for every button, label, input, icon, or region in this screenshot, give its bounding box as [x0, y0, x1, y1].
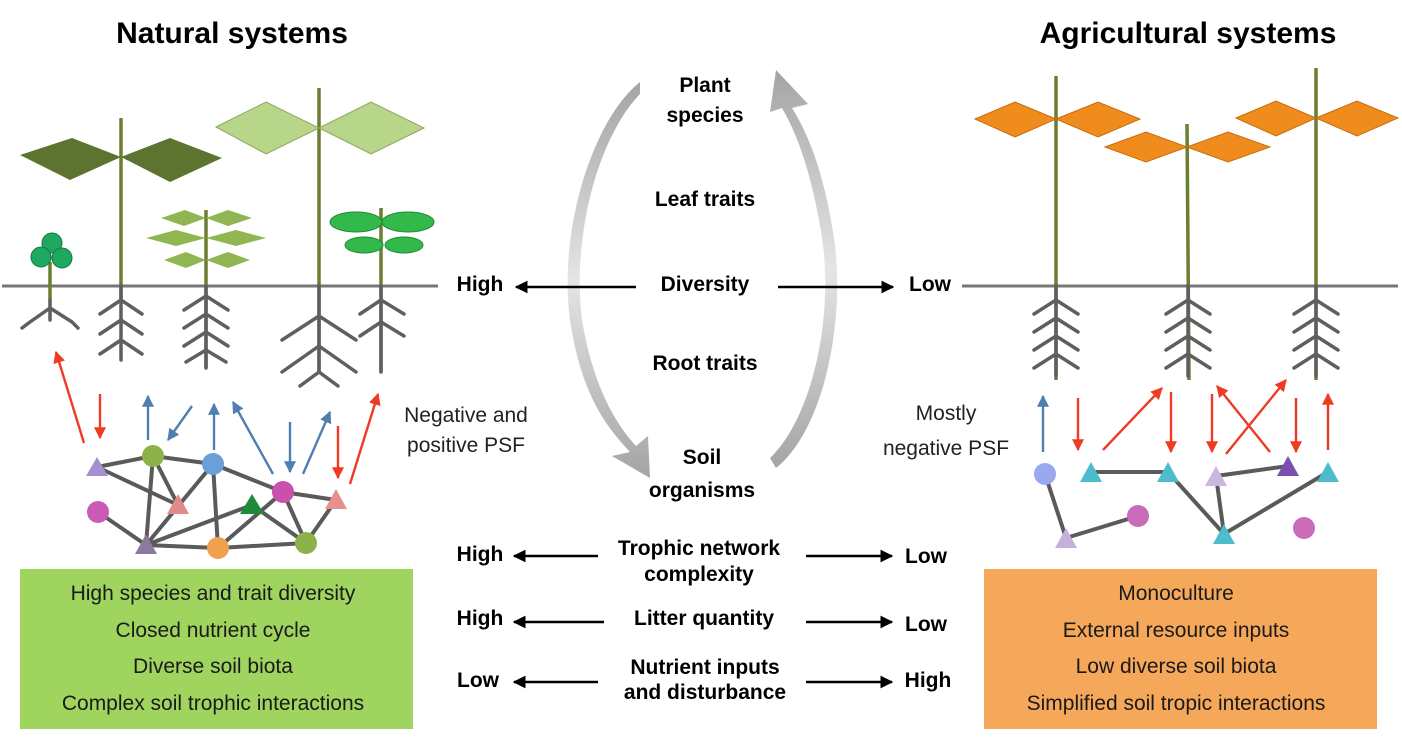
cycle-soil-label-line2: organisms: [649, 479, 755, 502]
triangle-organism-icon: [1055, 528, 1077, 548]
circle-organism-icon: [1293, 517, 1315, 539]
comparison-label: complexity: [644, 563, 754, 586]
agricultural-feedback-arrows: [1037, 379, 1334, 455]
agricultural-roots: [1032, 284, 1340, 378]
triangle-organism-icon: [1317, 462, 1339, 482]
circle-organism-icon: [87, 501, 109, 523]
agricultural-summary-box: [984, 569, 1377, 729]
agricultural-box-item: Monoculture: [1118, 582, 1234, 605]
natural-systems-title: Natural systems: [116, 17, 348, 50]
cycle-leaf-traits-label: Leaf traits: [655, 188, 755, 211]
dark-leaf-plant-icon: [20, 118, 222, 300]
natural-feedback-arrows: [53, 350, 381, 485]
comparison-label: Trophic network: [618, 537, 781, 560]
comparison-left-value: High: [457, 607, 504, 630]
triangle-organism-icon: [1157, 462, 1179, 482]
circle-organism-icon: [272, 481, 294, 503]
small-leaf-plant-icon: [146, 210, 266, 368]
natural-summary-box: [20, 569, 413, 729]
comparison-right-value: High: [905, 669, 952, 692]
comparison-left-value: Low: [457, 669, 500, 692]
agricultural-box-item: Simplified soil tropic interactions: [1027, 692, 1326, 715]
comparison-label: Nutrient inputs: [630, 656, 779, 679]
cycle-diversity-label: Diversity: [661, 273, 750, 296]
triangle-organism-icon: [1277, 456, 1299, 476]
natural-psf-label-line2: positive PSF: [407, 434, 525, 457]
agricultural-box-item: External resource inputs: [1063, 619, 1289, 642]
circle-organism-icon: [1127, 505, 1149, 527]
comparison-litter-row: High Litter quantity Low: [457, 607, 948, 636]
triangle-organism-icon: [167, 494, 189, 514]
agricultural-psf-label-line2: negative PSF: [883, 437, 1009, 460]
comparison-label: Litter quantity: [634, 607, 774, 630]
cycle-plant-label-line2: species: [666, 104, 743, 127]
cycle-up-arrow-icon: [770, 70, 838, 468]
natural-psf-label-line1: Negative and: [404, 404, 528, 427]
comparison-right-value: Low: [905, 613, 948, 636]
circle-organism-icon: [202, 453, 224, 475]
diversity-low-label: Low: [909, 273, 952, 296]
comparison-right-value: Low: [905, 545, 948, 568]
agricultural-plants: [973, 68, 1400, 381]
comparison-left-value: High: [457, 543, 504, 566]
circle-organism-icon: [1034, 463, 1056, 485]
comparison-label: and disturbance: [624, 681, 786, 704]
agricultural-box-item: Low diverse soil biota: [1076, 655, 1277, 678]
natural-box-item: Complex soil trophic interactions: [62, 692, 364, 715]
natural-box-item: Closed nutrient cycle: [116, 619, 311, 642]
comparison-nutrient-row: Low Nutrient inputs and disturbance High: [457, 656, 951, 704]
natural-plants: [20, 88, 435, 372]
clover-plant-icon: [30, 232, 73, 300]
agricultural-systems-title: Agricultural systems: [1040, 17, 1337, 50]
cycle-down-arrow-icon: [567, 82, 650, 478]
triangle-organism-icon: [240, 494, 264, 514]
cycle-plant-label-line1: Plant: [679, 74, 730, 97]
triangle-organism-icon: [1213, 524, 1235, 544]
comparison-trophic-row: High Trophic network complexity Low: [457, 537, 948, 586]
natural-roots: [20, 284, 406, 388]
agricultural-soil-network: [1034, 456, 1339, 548]
triangle-organism-icon: [1205, 466, 1227, 486]
triangle-organism-icon: [325, 489, 347, 509]
natural-box-item: High species and trait diversity: [71, 582, 356, 605]
triangle-organism-icon: [1080, 462, 1102, 482]
natural-box-item: Diverse soil biota: [133, 655, 293, 678]
agricultural-psf-label-line1: Mostly: [916, 402, 977, 425]
circle-organism-icon: [295, 532, 317, 554]
circle-organism-icon: [207, 537, 229, 559]
circle-organism-icon: [142, 445, 164, 467]
triangle-organism-icon: [135, 534, 157, 554]
cycle-soil-label-line1: Soil: [683, 446, 722, 469]
center-cycle: [567, 70, 838, 478]
triangle-organism-icon: [86, 457, 108, 476]
natural-soil-network: [86, 445, 347, 559]
diversity-high-label: High: [457, 273, 504, 296]
cycle-root-traits-label: Root traits: [653, 352, 758, 375]
